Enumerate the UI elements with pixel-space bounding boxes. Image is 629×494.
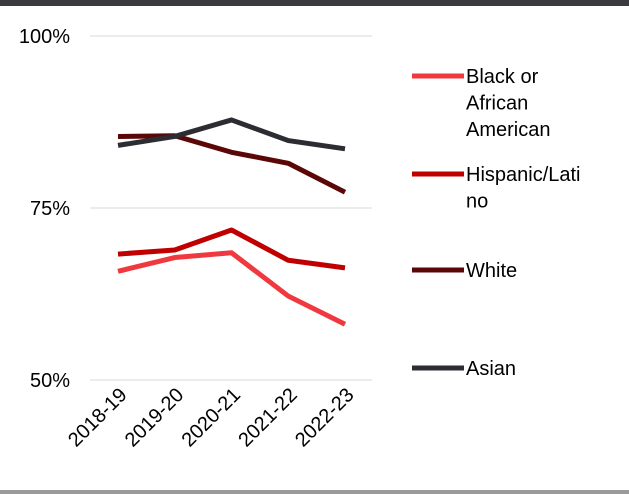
y-tick-label: 100% — [19, 26, 70, 48]
bottom-border — [0, 490, 629, 494]
y-tick-label: 75% — [30, 198, 70, 220]
x-tick-label: 2022-23 — [291, 384, 358, 451]
x-tick-label: 2020-21 — [178, 384, 245, 451]
x-tick-label: 2019-20 — [121, 384, 188, 451]
x-tick-label: 2018-19 — [64, 384, 131, 451]
y-tick-label: 50% — [30, 370, 70, 392]
legend-item: Asian — [412, 358, 516, 380]
legend-label: Asian — [466, 358, 516, 380]
legend-label: Black or — [466, 66, 539, 88]
series-lines — [117, 117, 347, 327]
series-line-3 — [117, 117, 346, 152]
legend-item: White — [412, 260, 517, 282]
top-border — [0, 0, 629, 6]
x-tick-label: 2021-22 — [234, 384, 301, 451]
legend-item: Hispanic/Lati no — [412, 164, 581, 213]
legend-label: White — [466, 260, 517, 282]
legend: Black or African American Hispanic/Lati no Wh… — [412, 66, 581, 380]
series-line-1 — [117, 227, 346, 271]
y-axis-tick-labels: 100% 75% 50% — [19, 26, 70, 392]
legend-label: African — [466, 93, 528, 115]
series-line-2 — [117, 133, 347, 195]
legend-label: American — [466, 119, 550, 141]
series-line-0 — [117, 250, 347, 327]
legend-label: Hispanic/Lati — [466, 164, 581, 186]
legend-item: Black or African American — [412, 66, 550, 141]
legend-label: no — [466, 191, 488, 213]
gridlines — [90, 35, 372, 381]
